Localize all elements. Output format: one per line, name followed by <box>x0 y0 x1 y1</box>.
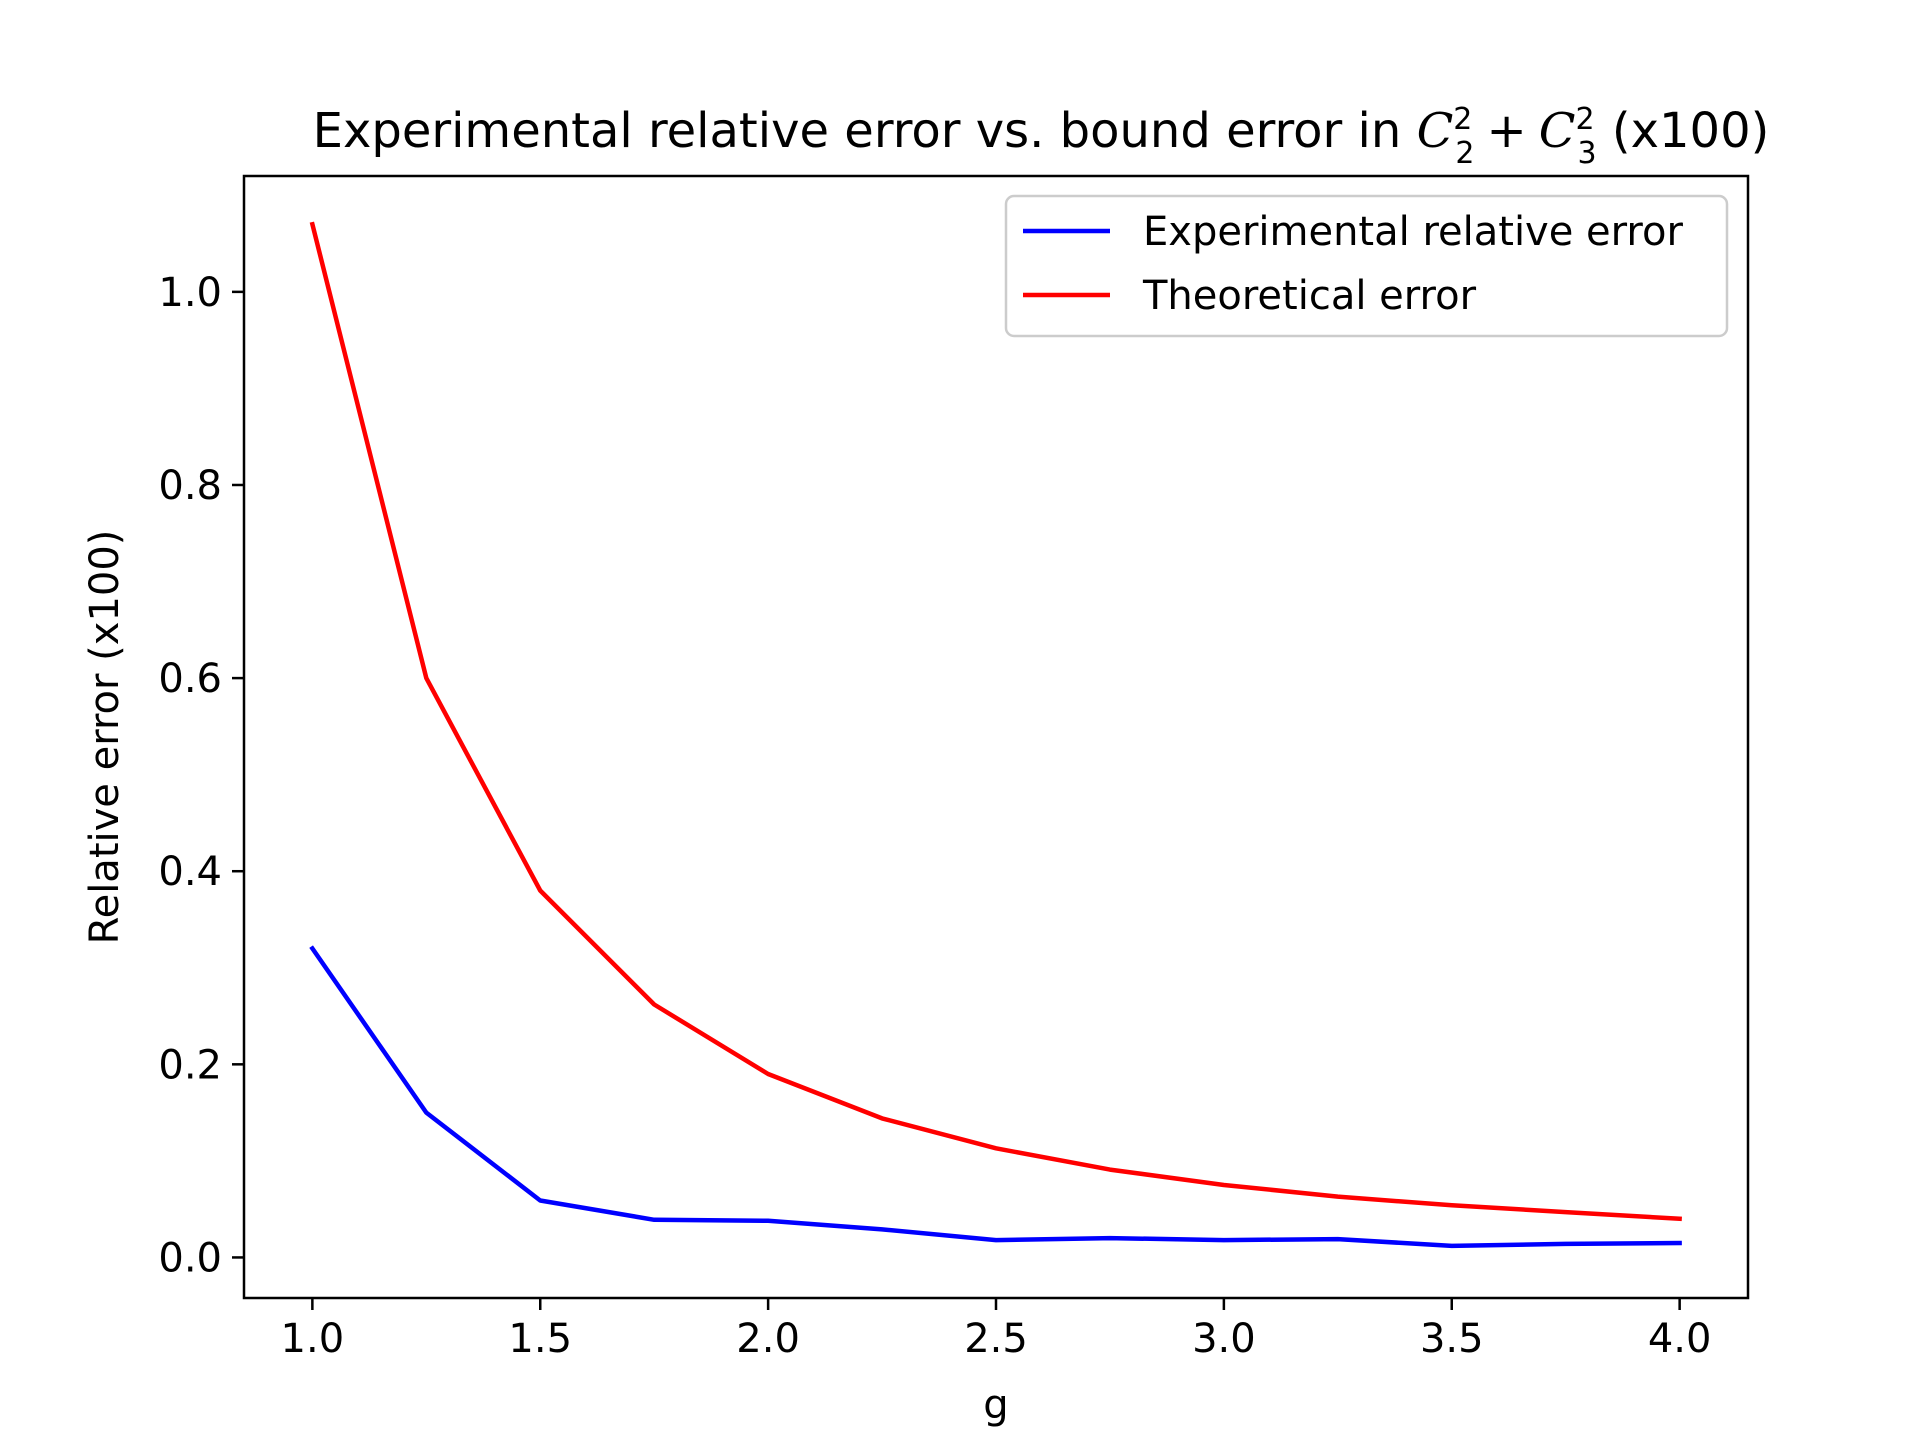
x-tick-label: 2.5 <box>964 1316 1028 1362</box>
x-tick-label: 1.0 <box>281 1316 345 1362</box>
x-tick-label: 3.5 <box>1420 1316 1484 1362</box>
y-tick-label: 0.8 <box>158 463 222 509</box>
x-tick-label: 4.0 <box>1648 1316 1712 1362</box>
chart-title: Experimental relative error vs. bound er… <box>313 102 1770 171</box>
series-line-experimental-relative-error <box>309 945 1682 1249</box>
x-axis-label: g <box>983 1382 1008 1428</box>
y-axis: 0.0 0.2 0.4 0.6 0.8 1.0 <box>158 270 244 1281</box>
y-tick-label: 0.2 <box>158 1042 222 1088</box>
x-tick-label: 1.5 <box>508 1316 572 1362</box>
y-tick-label: 1.0 <box>158 270 222 316</box>
legend-label: Experimental relative error <box>1143 209 1683 255</box>
x-axis: 1.0 1.5 2.0 2.5 3.0 3.5 4.0 <box>281 1298 1712 1362</box>
plot-area <box>309 221 1682 1249</box>
y-tick-label: 0.4 <box>158 849 222 895</box>
legend: Experimental relative error Theoretical e… <box>1004 194 1729 338</box>
legend-label: Theoretical error <box>1142 273 1477 319</box>
x-tick-label: 3.0 <box>1192 1316 1256 1362</box>
legend-box <box>1004 194 1729 338</box>
x-tick-label: 2.0 <box>736 1316 800 1362</box>
y-tick-label: 0.0 <box>158 1235 222 1281</box>
y-tick-label: 0.6 <box>158 656 222 702</box>
y-axis-label: Relative error (x100) <box>82 530 128 945</box>
series-line-theoretical-error <box>309 221 1682 1222</box>
